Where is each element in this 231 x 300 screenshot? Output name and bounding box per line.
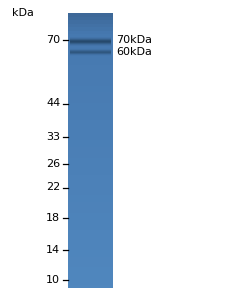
Bar <box>68 102 112 106</box>
Bar <box>68 123 112 127</box>
Bar <box>68 23 112 27</box>
Bar <box>68 13 112 17</box>
Bar <box>68 192 112 195</box>
Bar <box>69 42 111 43</box>
Bar <box>68 151 112 154</box>
Bar <box>68 116 112 120</box>
Text: 18: 18 <box>46 213 60 224</box>
Bar <box>68 236 112 240</box>
Text: 14: 14 <box>46 244 60 255</box>
Text: kDa: kDa <box>12 8 34 17</box>
Bar <box>68 44 112 48</box>
Bar <box>68 274 112 278</box>
Bar <box>68 188 112 192</box>
Text: 60kDa: 60kDa <box>116 47 151 57</box>
Bar <box>69 40 111 41</box>
Bar <box>68 243 112 247</box>
Bar <box>68 171 112 175</box>
Bar <box>68 71 112 75</box>
Bar <box>68 199 112 202</box>
Bar <box>68 54 112 58</box>
Bar <box>68 89 112 92</box>
Bar <box>68 27 112 31</box>
Bar <box>68 164 112 168</box>
Bar <box>69 39 111 40</box>
Bar <box>68 133 112 137</box>
Bar <box>68 37 112 41</box>
Bar <box>68 175 112 178</box>
Bar <box>68 278 112 281</box>
Bar <box>68 267 112 271</box>
Bar <box>68 34 112 38</box>
Bar <box>68 271 112 274</box>
Bar <box>68 247 112 250</box>
Bar <box>68 281 112 285</box>
Bar <box>68 140 112 144</box>
Text: 44: 44 <box>46 98 60 109</box>
Bar <box>68 61 112 65</box>
Bar <box>68 144 112 147</box>
Bar <box>68 209 112 212</box>
Text: 10: 10 <box>46 274 60 285</box>
Bar <box>68 257 112 260</box>
Bar <box>68 99 112 103</box>
Bar <box>68 30 112 34</box>
Bar <box>68 68 112 72</box>
Bar <box>68 260 112 264</box>
Bar <box>68 106 112 110</box>
Bar <box>68 51 112 55</box>
Bar <box>69 45 111 46</box>
Bar <box>68 178 112 181</box>
Bar <box>68 82 112 85</box>
Bar <box>68 185 112 188</box>
Text: 33: 33 <box>46 131 60 142</box>
Bar <box>68 284 112 288</box>
Bar <box>68 240 112 243</box>
Bar <box>69 38 111 39</box>
Bar <box>68 230 112 233</box>
Bar <box>68 157 112 161</box>
Bar <box>68 219 112 223</box>
Bar <box>68 113 112 116</box>
Text: 22: 22 <box>46 182 60 193</box>
Bar <box>68 216 112 219</box>
Bar <box>68 78 112 82</box>
Text: 70: 70 <box>46 34 60 45</box>
Bar <box>68 223 112 226</box>
Bar <box>68 16 112 20</box>
Bar <box>68 126 112 130</box>
Bar <box>68 120 112 123</box>
Bar <box>69 44 111 45</box>
Bar <box>68 75 112 79</box>
Bar <box>68 205 112 209</box>
Bar <box>68 65 112 68</box>
Bar <box>68 85 112 89</box>
Text: 26: 26 <box>46 159 60 170</box>
Bar <box>68 109 112 113</box>
Bar <box>68 212 112 216</box>
Bar <box>68 147 112 151</box>
Bar <box>68 250 112 254</box>
Bar <box>68 41 112 44</box>
Bar <box>68 202 112 206</box>
Bar <box>68 264 112 267</box>
Bar <box>68 92 112 96</box>
Bar <box>68 130 112 134</box>
Bar <box>68 95 112 99</box>
Bar <box>68 254 112 257</box>
Text: 70kDa: 70kDa <box>116 34 151 45</box>
Bar <box>68 137 112 140</box>
Bar <box>68 161 112 164</box>
Bar <box>69 37 111 38</box>
Bar <box>68 233 112 236</box>
Bar <box>68 168 112 171</box>
Bar <box>68 154 112 158</box>
Bar <box>68 47 112 51</box>
Bar <box>68 58 112 61</box>
Bar <box>69 41 111 42</box>
Bar <box>68 20 112 24</box>
Bar <box>68 195 112 199</box>
Bar <box>68 226 112 230</box>
Bar <box>68 181 112 185</box>
